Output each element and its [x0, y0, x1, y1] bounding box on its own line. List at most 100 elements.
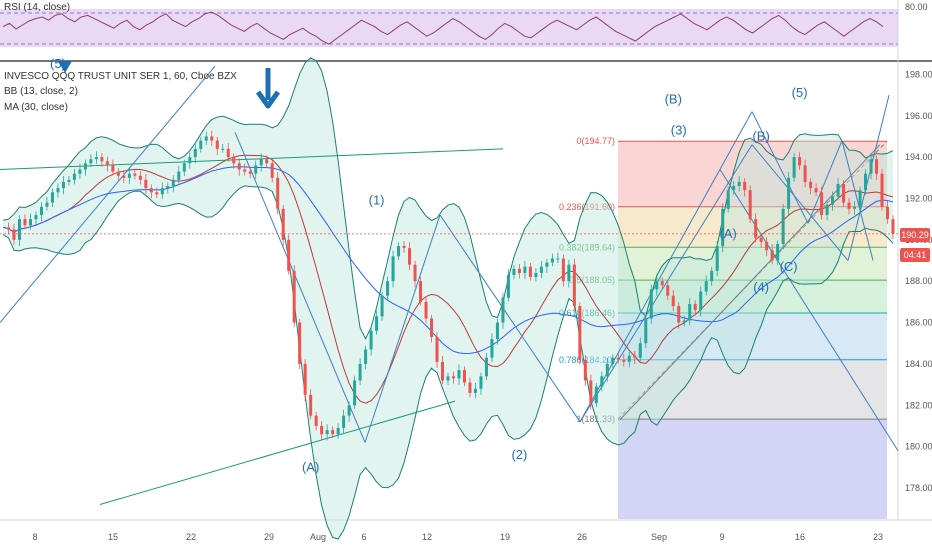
candle-body[interactable]	[424, 301, 428, 319]
candle-body[interactable]	[182, 163, 186, 172]
candle-body[interactable]	[160, 188, 164, 195]
candle-body[interactable]	[765, 241, 769, 251]
candle-body[interactable]	[572, 264, 576, 307]
candle-body[interactable]	[303, 363, 307, 395]
candle-body[interactable]	[89, 159, 93, 164]
wave-line[interactable]	[0, 65, 216, 323]
wave-line[interactable]	[364, 214, 441, 443]
wave-label[interactable]: (A)	[302, 459, 319, 474]
candle-body[interactable]	[391, 256, 395, 282]
wave-label[interactable]: (1)	[369, 193, 385, 208]
candle-body[interactable]	[380, 295, 384, 317]
candle-body[interactable]	[649, 289, 653, 319]
bollinger-lower[interactable]	[2, 185, 894, 540]
wave-line[interactable]	[841, 140, 874, 261]
candle-body[interactable]	[276, 177, 280, 209]
wave-label[interactable]: (B)	[665, 91, 682, 106]
candle-body[interactable]	[814, 188, 818, 193]
candle-body[interactable]	[56, 188, 60, 193]
candle-body[interactable]	[715, 246, 719, 271]
candle-body[interactable]	[693, 303, 697, 311]
candle-body[interactable]	[144, 179, 148, 189]
candle-body[interactable]	[193, 148, 197, 158]
candle-body[interactable]	[67, 179, 71, 182]
candle-body[interactable]	[331, 430, 335, 435]
candle-body[interactable]	[78, 169, 82, 174]
candle-body[interactable]	[61, 181, 65, 189]
candle-body[interactable]	[166, 186, 170, 189]
candle-body[interactable]	[34, 215, 38, 220]
candle-body[interactable]	[710, 270, 714, 282]
candle-body[interactable]	[127, 173, 131, 178]
candle-body[interactable]	[523, 266, 527, 273]
candle-body[interactable]	[550, 258, 554, 263]
candle-body[interactable]	[111, 165, 115, 172]
candle-body[interactable]	[292, 270, 296, 323]
candle-body[interactable]	[820, 192, 824, 216]
candle-body[interactable]	[133, 173, 137, 176]
candle-body[interactable]	[726, 190, 730, 209]
candle-body[interactable]	[743, 181, 747, 191]
wave-line[interactable]	[751, 111, 809, 224]
candle-body[interactable]	[138, 175, 142, 180]
candle-body[interactable]	[386, 281, 390, 296]
candle-body[interactable]	[451, 376, 456, 379]
candle-body[interactable]	[397, 246, 401, 257]
candle-body[interactable]	[325, 430, 329, 435]
candle-body[interactable]	[402, 246, 406, 249]
candle-body[interactable]	[281, 208, 285, 240]
candle-body[interactable]	[215, 140, 219, 149]
candle-body[interactable]	[842, 184, 846, 203]
candle-body[interactable]	[682, 320, 686, 323]
candle-body[interactable]	[122, 175, 126, 178]
rsi-legend[interactable]: RSI (14, close)	[4, 2, 71, 13]
candle-body[interactable]	[600, 376, 604, 387]
candle-body[interactable]	[446, 376, 450, 381]
symbol-legend[interactable]: INVESCO QQQ TRUST UNIT SER 1, 60, Cboe B…	[4, 71, 237, 82]
candle-body[interactable]	[72, 173, 76, 180]
candle-body[interactable]	[803, 165, 807, 182]
candle-body[interactable]	[353, 380, 357, 406]
candle-body[interactable]	[880, 173, 884, 207]
candle-body[interactable]	[23, 219, 27, 226]
candle-body[interactable]	[512, 268, 516, 275]
candle-body[interactable]	[853, 206, 857, 209]
wave-line[interactable]	[439, 214, 581, 423]
candle-body[interactable]	[375, 316, 379, 331]
candle-body[interactable]	[309, 394, 313, 416]
candle-body[interactable]	[210, 136, 214, 141]
candle-body[interactable]	[314, 415, 318, 426]
candle-body[interactable]	[270, 163, 274, 178]
candle-body[interactable]	[248, 171, 252, 174]
candle-body[interactable]	[759, 237, 763, 242]
candle-body[interactable]	[408, 248, 412, 265]
wave-line[interactable]	[751, 144, 849, 261]
candle-body[interactable]	[419, 281, 423, 302]
candle-body[interactable]	[885, 206, 890, 220]
wave-label[interactable]: (3)	[671, 122, 687, 137]
candle-body[interactable]	[539, 266, 543, 273]
candle-body[interactable]	[633, 355, 637, 358]
candle-body[interactable]	[622, 359, 626, 362]
candle-body[interactable]	[611, 357, 615, 364]
candle-body[interactable]	[347, 405, 351, 416]
candle-body[interactable]	[869, 159, 873, 174]
candle-body[interactable]	[484, 357, 488, 377]
candle-body[interactable]	[732, 186, 736, 191]
candle-body[interactable]	[462, 370, 466, 383]
candle-body[interactable]	[12, 229, 16, 240]
candle-body[interactable]	[232, 157, 236, 164]
candle-body[interactable]	[254, 165, 258, 174]
candle-body[interactable]	[517, 268, 521, 273]
rsi-line[interactable]	[2, 11, 884, 45]
candle-body[interactable]	[677, 306, 681, 323]
candle-body[interactable]	[891, 219, 895, 234]
candle-body[interactable]	[358, 363, 362, 381]
wave-label[interactable]: (4)	[753, 280, 769, 295]
candle-body[interactable]	[287, 239, 291, 271]
wave-label[interactable]: (A)	[720, 226, 737, 241]
big-arrow-down-icon[interactable]	[255, 68, 281, 109]
candle-body[interactable]	[792, 157, 796, 178]
candle-body[interactable]	[666, 285, 670, 296]
